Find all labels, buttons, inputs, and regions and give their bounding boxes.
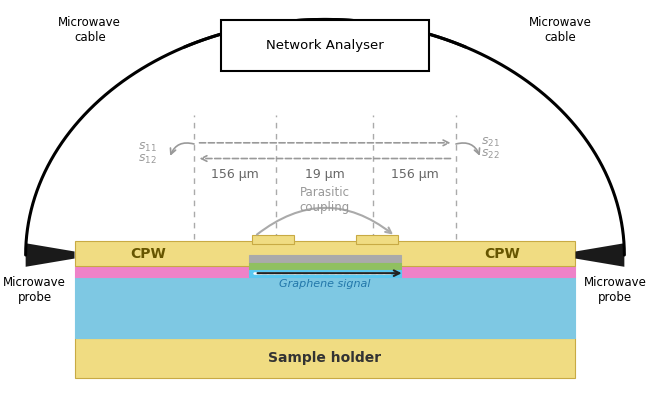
Text: Network Analyser: Network Analyser (266, 39, 384, 52)
Text: $s_{22}$: $s_{22}$ (481, 148, 499, 161)
Text: 156 μm: 156 μm (391, 168, 438, 181)
Bar (249, 269, 401, 277)
Text: Sample holder: Sample holder (268, 351, 382, 365)
Text: CPW: CPW (484, 247, 520, 261)
Text: $s_{21}$: $s_{21}$ (481, 136, 500, 149)
Text: Parasitic
coupling: Parasitic coupling (299, 186, 350, 214)
Text: Microwave
cable: Microwave cable (528, 16, 592, 44)
Text: Microwave
probe: Microwave probe (584, 276, 647, 304)
Text: Microwave
cable: Microwave cable (58, 16, 122, 44)
Bar (249, 255, 401, 263)
Text: $s_{12}$: $s_{12}$ (138, 153, 157, 166)
Bar (356, 235, 398, 243)
Text: 156 μm: 156 μm (211, 168, 259, 181)
Text: 19 μm: 19 μm (304, 168, 345, 181)
Bar (252, 235, 294, 243)
Bar (75, 266, 575, 277)
Bar (221, 20, 429, 71)
Text: Graphene signal: Graphene signal (280, 279, 370, 289)
Bar (75, 277, 575, 338)
Text: CPW: CPW (130, 247, 166, 261)
Text: $s_{11}$: $s_{11}$ (138, 141, 157, 154)
Bar (75, 338, 575, 377)
Bar (75, 241, 575, 266)
Text: Microwave
probe: Microwave probe (3, 276, 66, 304)
Bar (249, 262, 401, 270)
Polygon shape (575, 243, 625, 267)
Polygon shape (25, 243, 75, 267)
